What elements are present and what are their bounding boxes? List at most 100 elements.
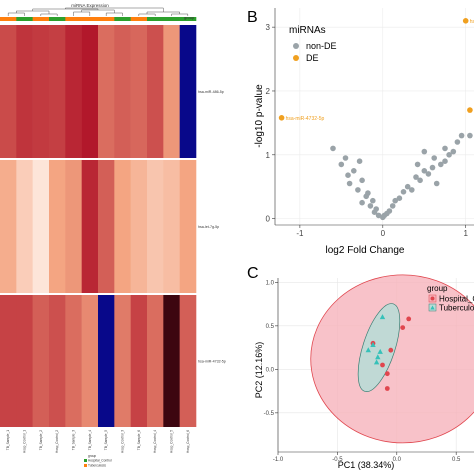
heatmap-row-label: hsa-let-7g-5p bbox=[198, 225, 219, 229]
heatmap-cell bbox=[32, 295, 50, 427]
volcano-point-non-de bbox=[355, 187, 361, 193]
volcano-point-non-de bbox=[442, 145, 448, 152]
volcano-point-non-de bbox=[396, 195, 403, 201]
heatmap-cell bbox=[163, 160, 180, 293]
pca-point-tuberculosis bbox=[373, 359, 380, 365]
heatmap-row-label: hsa-miR-4732-5p bbox=[198, 360, 226, 364]
group-bar-cell bbox=[179, 17, 197, 21]
volcano-legend-non-de: non-DE bbox=[306, 41, 337, 51]
pca-legend-hospital: Hospital_Control bbox=[439, 295, 474, 304]
volcano-point-non-de bbox=[373, 206, 380, 212]
pca-point-tuberculosis bbox=[365, 347, 371, 353]
heatmap-cell bbox=[16, 25, 33, 158]
heatmap-cell bbox=[130, 160, 148, 293]
volcano-point-non-de bbox=[454, 139, 461, 145]
group-bar-cell bbox=[81, 17, 99, 21]
heatmap-column-label: TB_Sample_5 bbox=[104, 430, 108, 450]
heatmap-cell bbox=[147, 160, 164, 293]
volcano-point-non-de bbox=[384, 210, 390, 217]
volcano-point-non-de bbox=[359, 199, 365, 206]
heatmap-cell bbox=[147, 295, 164, 427]
volcano-y-tick-label: 0 bbox=[266, 215, 271, 224]
pca-axes: -1.0 -0.5 0.0 0.5 -0.5 0.0 0.5 1.0 bbox=[264, 278, 474, 463]
volcano-point-non-de bbox=[417, 177, 423, 184]
pca-y-tick-label: -0.5 bbox=[264, 411, 275, 417]
heatmap-cell bbox=[65, 25, 82, 158]
heatmap-cell bbox=[114, 25, 131, 158]
volcano-point-non-de bbox=[400, 189, 407, 195]
panel-label-b: B bbox=[247, 9, 258, 26]
volcano-legend-de: DE bbox=[306, 53, 319, 63]
pca-point-hospital bbox=[384, 386, 390, 391]
volcano-point-non-de bbox=[414, 161, 421, 168]
pca-x-tick-label: 0.0 bbox=[393, 457, 402, 463]
pca-legend-title: group bbox=[427, 284, 448, 293]
legend-point-tuberculosis-pca bbox=[430, 305, 435, 310]
heatmap-cell bbox=[16, 295, 33, 427]
volcano-x-label: log2 Fold Change bbox=[326, 245, 405, 256]
group-bar-cell bbox=[114, 17, 131, 21]
pca-y-tick-label: 0.0 bbox=[266, 367, 275, 373]
heatmap-cell bbox=[16, 160, 33, 293]
heatmap-cell bbox=[98, 295, 115, 427]
group-bar-cell bbox=[16, 17, 33, 21]
pca-points bbox=[365, 314, 412, 391]
pca-point-tuberculosis bbox=[379, 314, 386, 320]
group-bar-cell bbox=[49, 17, 66, 21]
heatmap-cell bbox=[130, 295, 148, 427]
panel-label-c: C bbox=[247, 265, 259, 282]
pca-point-hospital bbox=[406, 316, 412, 322]
heatmap-legend-title: group bbox=[88, 454, 96, 458]
group-bar-cell bbox=[130, 17, 148, 21]
pca-x-tick-label: 0.5 bbox=[452, 457, 461, 463]
pca-point-hospital bbox=[400, 325, 406, 330]
heatmap-column-label: Hosp_Control_2 bbox=[55, 430, 59, 453]
legend-point-hospital-pca bbox=[430, 296, 435, 301]
heatmap-cell bbox=[0, 160, 17, 293]
group-bar-cell bbox=[98, 17, 115, 21]
heatmap-column-label: TB_Sample_1 bbox=[6, 430, 10, 450]
volcano-point-non-de bbox=[421, 168, 428, 174]
volcano-point-non-de bbox=[359, 177, 365, 184]
heatmap-column-label: Hosp_Control_3 bbox=[121, 430, 125, 453]
heatmap-cell bbox=[179, 25, 197, 158]
volcano-x-tick-label: 1 bbox=[463, 229, 468, 238]
heatmap-legend-tuberculosis: Tuberculosis bbox=[88, 464, 106, 468]
volcano-point-non-de bbox=[345, 172, 351, 178]
volcano-y-label: -log10 p-value bbox=[254, 84, 265, 148]
volcano-point-non-de bbox=[356, 158, 363, 164]
heatmap-cell bbox=[163, 295, 180, 427]
volcano-y-tick-label: 3 bbox=[266, 23, 271, 32]
volcano-point-non-de bbox=[338, 161, 345, 168]
legend-swatch-non-de bbox=[293, 43, 299, 49]
volcano-point-non-de bbox=[365, 190, 371, 196]
heatmap-column-label: Hosp_Control_1 bbox=[23, 430, 27, 453]
heatmap-column-label: TB_Sample_2 bbox=[39, 430, 43, 450]
volcano-point-non-de bbox=[442, 158, 448, 164]
pca-point-hospital bbox=[380, 362, 385, 368]
heatmap-cell bbox=[49, 295, 66, 427]
volcano-legend-title: miRNAs bbox=[289, 25, 326, 36]
group-annotation-label: group bbox=[184, 15, 195, 20]
heatmap-cell bbox=[81, 295, 99, 427]
panel-a-heatmap: miRNA Expression group hsa-miR-486-5phsa… bbox=[0, 3, 226, 468]
heatmap-cell bbox=[114, 295, 131, 427]
panel-c-pca: C -1.0 -0.5 0.0 0.5 -0.5 0.0 0.5 1.0 group Hospi… bbox=[247, 265, 474, 470]
volcano-point-de bbox=[467, 107, 473, 113]
volcano-point-non-de bbox=[421, 148, 428, 155]
heatmap-cell bbox=[114, 160, 131, 293]
heatmap-cell bbox=[0, 295, 17, 427]
pca-y-label: PC2 (12.16%) bbox=[254, 342, 264, 399]
heatmap-cell bbox=[65, 295, 82, 427]
legend-swatch-hospital bbox=[84, 459, 87, 462]
volcano-point-non-de bbox=[342, 155, 349, 161]
heatmap-cell bbox=[98, 160, 115, 293]
pca-y-tick-label: 0.5 bbox=[266, 324, 275, 330]
pca-legend-tuberculosis: Tuberculosis bbox=[439, 304, 474, 313]
volcano-point-non-de bbox=[367, 203, 374, 209]
volcano-point-non-de bbox=[433, 180, 440, 187]
heatmap-title: miRNA Expression bbox=[71, 3, 109, 8]
